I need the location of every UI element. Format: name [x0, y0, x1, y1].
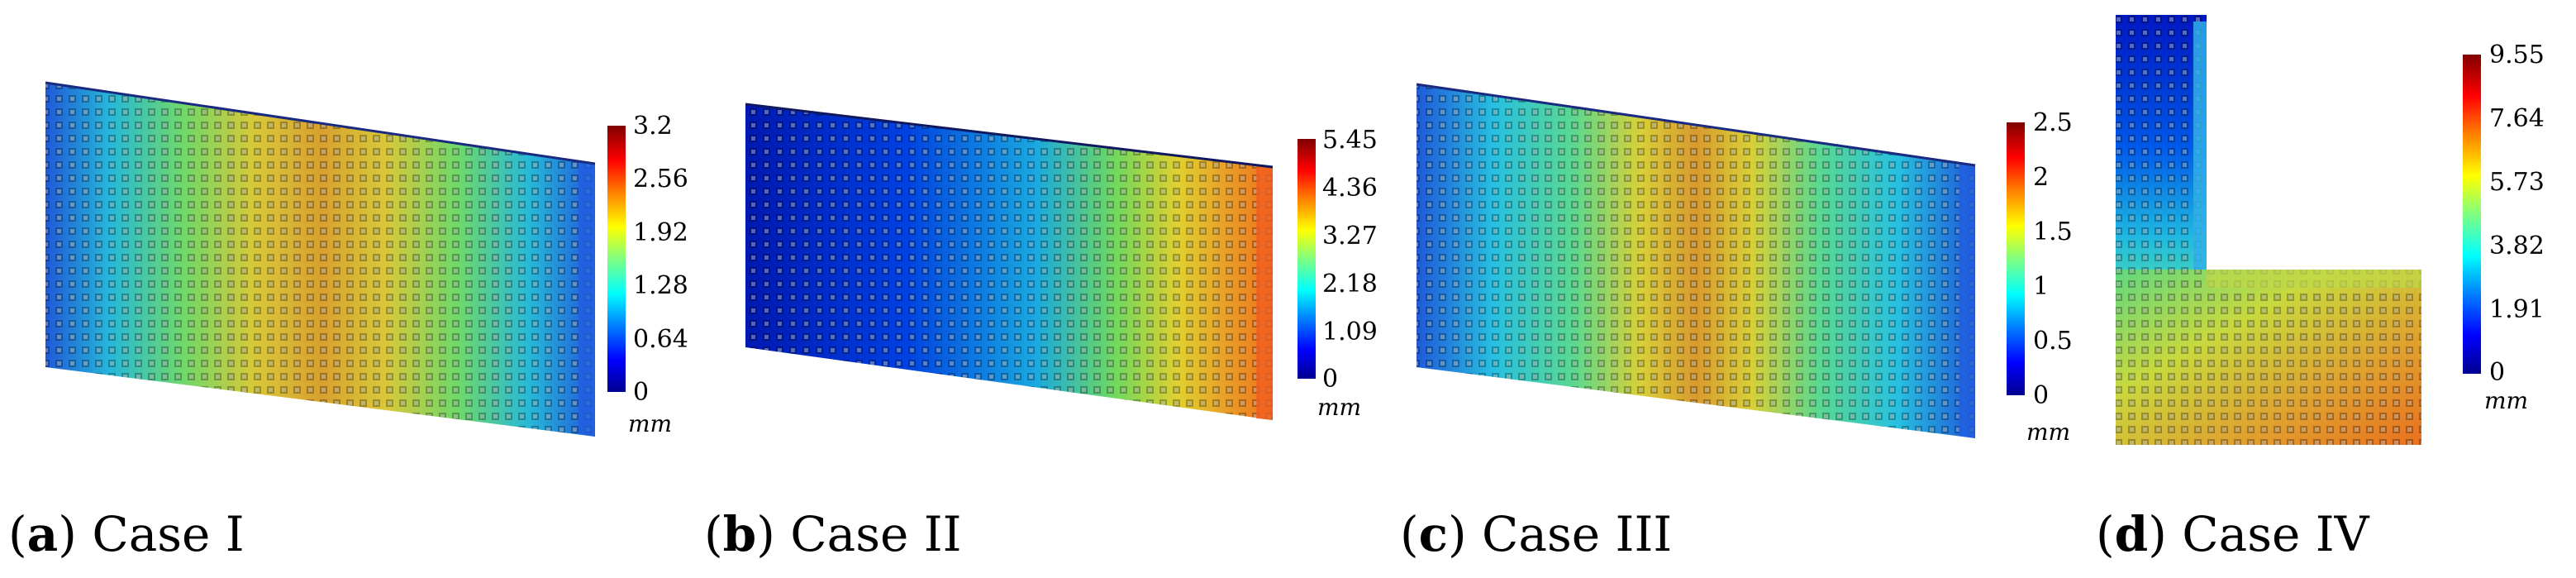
tick-label: 0 — [2489, 358, 2506, 387]
tick-label: 3.27 — [1322, 222, 1378, 251]
panel-case-4: 9.55 7.64 5.73 3.82 1.91 0 mm (d) Case I… — [2096, 0, 2576, 578]
tick-label: 2 — [2033, 163, 2050, 192]
tick-label: 1.92 — [633, 218, 688, 247]
tick-label: 3.82 — [2489, 232, 2545, 260]
unit-label: mm — [1317, 394, 1362, 421]
tick-label: 2.18 — [1322, 270, 1378, 299]
tick-label: 7.64 — [2489, 104, 2545, 133]
tick-label: 1.91 — [2489, 295, 2545, 324]
caption-case-2: (b) Case II — [704, 506, 962, 562]
tick-label: 1.09 — [1322, 318, 1378, 346]
beam-render-case-4 — [2116, 15, 2421, 445]
tick-label: 0.5 — [2033, 327, 2073, 356]
tick-label: 0 — [2033, 381, 2050, 410]
unit-label: mm — [628, 410, 673, 437]
panel-case-2: 5.45 4.36 3.27 2.18 1.09 0 mm (b) Case I… — [694, 0, 1378, 578]
tick-label: 1.28 — [633, 271, 688, 300]
colorbar-case-2 — [1298, 139, 1316, 379]
colorbar-case-4 — [2463, 55, 2481, 374]
unit-label: mm — [2484, 387, 2529, 414]
tick-label: 5.73 — [2489, 168, 2545, 197]
panel-case-3: 2.5 2 1.5 1 0.5 0 mm (c) Case III — [1397, 0, 2073, 578]
colorbar-case-3 — [2007, 122, 2025, 395]
tick-label: 2.56 — [633, 165, 688, 193]
caption-case-4: (d) Case IV — [2096, 506, 2369, 562]
tick-label: 0 — [1322, 365, 1339, 394]
tick-label: 1 — [2033, 272, 2050, 301]
caption-case-1: (a) Case I — [8, 506, 245, 562]
tick-label: 9.55 — [2489, 41, 2545, 69]
caption-case-3: (c) Case III — [1400, 506, 1673, 562]
beam-render-case-2 — [745, 103, 1274, 420]
panel-case-1: 3.2 2.56 1.92 1.28 0.64 0 mm (a) Case I — [0, 0, 688, 578]
tick-label: 2.5 — [2033, 108, 2073, 137]
beam-render-case-1 — [45, 81, 596, 437]
tick-label: 0 — [633, 378, 650, 407]
tick-label: 0.64 — [633, 325, 688, 354]
tick-label: 5.45 — [1322, 126, 1378, 155]
tick-label: 3.2 — [633, 112, 673, 141]
tick-label: 4.36 — [1322, 174, 1378, 203]
unit-label: mm — [2026, 418, 2071, 446]
colorbar-case-1 — [607, 126, 626, 392]
tick-label: 1.5 — [2033, 217, 2073, 246]
beam-render-case-3 — [1416, 83, 1976, 438]
